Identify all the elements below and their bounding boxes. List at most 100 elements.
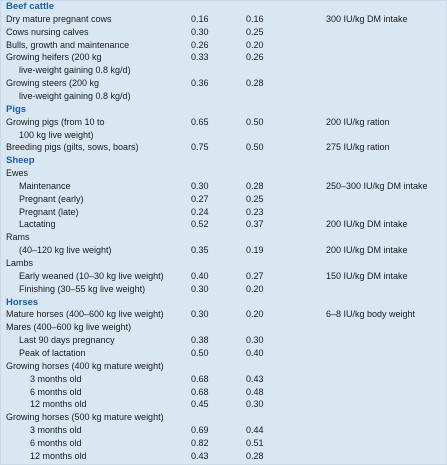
table-row: Lambs: [1, 257, 446, 270]
section-title: Beef cattle: [6, 1, 55, 12]
value-col-2: 0.26: [246, 52, 264, 62]
table-row: Maintenance 0.30 0.28 250–300 IU/kg DM inta…: [1, 180, 446, 193]
row-label: (40–120 kg live weight): [19, 245, 112, 255]
value-col-2: 0.20: [246, 309, 264, 319]
value-col-1: 0.68: [191, 387, 209, 397]
value-col-1: 0.38: [191, 335, 209, 345]
row-label: Cows nursing calves: [6, 27, 89, 37]
row-label: live-weight gaining 0.8 kg/d): [19, 91, 131, 101]
value-col-2: 0.20: [246, 284, 264, 294]
table-row: Growing horses (400 kg mature weight): [1, 360, 446, 373]
row-label: Growing heifers (200 kg: [6, 52, 102, 62]
section-title: Horses: [6, 297, 39, 308]
row-label: Breeding pigs (gilts, sows, boars): [6, 142, 139, 152]
value-col-2: 0.28: [246, 181, 264, 191]
row-label: 3 months old: [30, 425, 82, 435]
row-label: Mature horses (400–600 kg live weight): [6, 309, 164, 319]
value-col-2: 0.30: [246, 399, 264, 409]
note-cell: 6–8 IU/kg body weight: [326, 309, 416, 319]
value-col-2: 0.16: [246, 14, 264, 24]
row-label: Last 90 days pregnancy: [19, 335, 115, 345]
value-col-1: 0.45: [191, 399, 209, 409]
row-label: 6 months old: [30, 387, 82, 397]
row-label: Mares (400–600 kg live weight): [6, 322, 132, 332]
table-row: 12 months old 0.45 0.30: [1, 398, 446, 411]
note-cell: 275 IU/kg ration: [326, 142, 390, 152]
section-heading: Horses: [1, 296, 446, 309]
row-label: Growing pigs (from 10 to: [6, 117, 105, 127]
table-row: Dry mature pregnant cows 0.16 0.16 300 IU/k…: [1, 13, 446, 26]
table-row: (40–120 kg live weight) 0.35 0.19 200 IU/kg…: [1, 244, 446, 257]
table-row: Pregnant (early) 0.27 0.25: [1, 193, 446, 206]
value-col-2: 0.51: [246, 438, 264, 448]
value-col-2: 0.25: [246, 194, 264, 204]
value-col-1: 0.43: [191, 451, 209, 461]
value-col-1: 0.30: [191, 284, 209, 294]
row-label: Bulls, growth and maintenance: [6, 40, 130, 50]
value-col-1: 0.30: [191, 27, 209, 37]
value-col-2: 0.44: [246, 425, 264, 435]
value-col-1: 0.24: [191, 207, 209, 217]
note-cell: 150 IU/kg DM intake: [326, 271, 408, 281]
note-cell: 250–300 IU/kg DM intake: [326, 181, 428, 191]
row-label: Growing horses (400 kg mature weight): [6, 361, 164, 371]
note-cell: 300 IU/kg DM intake: [326, 14, 408, 24]
row-label: Dry mature pregnant cows: [6, 14, 112, 24]
row-label: Lambs: [6, 258, 34, 268]
note-cell: 200 IU/kg ration: [326, 117, 390, 127]
value-col-2: 0.43: [246, 374, 264, 384]
value-col-1: 0.35: [191, 245, 209, 255]
table-row: Growing heifers (200 kg 0.33 0.26: [1, 51, 446, 64]
value-col-1: 0.82: [191, 438, 209, 448]
table-row: Breeding pigs (gilts, sows, boars) 0.75 0.…: [1, 141, 446, 154]
section-heading: Sheep: [1, 154, 446, 167]
value-col-1: 0.52: [191, 219, 209, 229]
value-col-2: 0.25: [246, 27, 264, 37]
value-col-2: 0.37: [246, 219, 264, 229]
value-col-2: 0.40: [246, 348, 264, 358]
section-heading: Pigs: [1, 103, 446, 116]
value-col-2: 0.27: [246, 271, 264, 281]
section-title: Pigs: [6, 104, 27, 115]
table-row: 3 months old 0.69 0.44: [1, 424, 446, 437]
row-label: Growing horses (500 kg mature weight): [6, 412, 164, 422]
table-row: Growing steers (200 kg 0.36 0.28: [1, 77, 446, 90]
value-col-1: 0.33: [191, 52, 209, 62]
value-col-1: 0.16: [191, 14, 209, 24]
table-row: Finishing (30–55 kg live weight) 0.30 0.20: [1, 283, 446, 296]
value-col-1: 0.65: [191, 117, 209, 127]
table-row: Lactating 0.52 0.37 200 IU/kg DM intake: [1, 218, 446, 231]
value-col-2: 0.20: [246, 40, 264, 50]
value-col-1: 0.40: [191, 271, 209, 281]
table-row: Rams: [1, 231, 446, 244]
table-row: Peak of lactation 0.50 0.40: [1, 347, 446, 360]
row-label: live-weight gaining 0.8 kg/d): [19, 65, 131, 75]
value-col-2: 0.19: [246, 245, 264, 255]
row-label: Growing steers (200 kg: [6, 78, 100, 88]
value-col-1: 0.69: [191, 425, 209, 435]
value-col-2: 0.28: [246, 451, 264, 461]
table-row: 100 kg live weight): [1, 129, 446, 142]
row-label: 12 months old: [30, 399, 87, 409]
table-row: Early weaned (10–30 kg live weight) 0.40 0…: [1, 270, 446, 283]
table-row: Cows nursing calves 0.30 0.25: [1, 26, 446, 39]
table-row: Growing horses (500 kg mature weight): [1, 411, 446, 424]
row-label: 3 months old: [30, 374, 82, 384]
section-title: Sheep: [6, 155, 35, 166]
value-col-1: 0.30: [191, 181, 209, 191]
value-col-2: 0.23: [246, 207, 264, 217]
row-label: Peak of lactation: [19, 348, 86, 358]
row-label: Rams: [6, 232, 30, 242]
value-col-1: 0.36: [191, 78, 209, 88]
value-col-2: 0.50: [246, 117, 264, 127]
value-col-1: 0.75: [191, 142, 209, 152]
value-col-1: 0.50: [191, 348, 209, 358]
row-label: Pregnant (late): [19, 207, 79, 217]
table-row: Ewes: [1, 167, 446, 180]
table-row: 6 months old 0.68 0.48: [1, 386, 446, 399]
section-heading: Beef cattle: [1, 1, 446, 13]
row-label: Pregnant (early): [19, 194, 84, 204]
value-col-2: 0.48: [246, 387, 264, 397]
table-row: Pregnant (late) 0.24 0.23: [1, 206, 446, 219]
